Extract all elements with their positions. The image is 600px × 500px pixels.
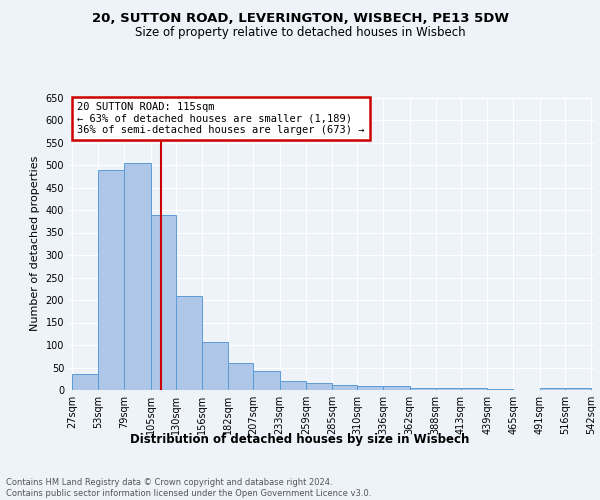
Bar <box>253 371 280 390</box>
Text: Distribution of detached houses by size in Wisbech: Distribution of detached houses by size … <box>130 432 470 446</box>
Bar <box>565 388 591 390</box>
Bar <box>357 386 383 390</box>
Y-axis label: Number of detached properties: Number of detached properties <box>30 156 40 332</box>
Bar <box>306 383 332 390</box>
Text: 20 SUTTON ROAD: 115sqm
← 63% of detached houses are smaller (1,189)
36% of semi-: 20 SUTTON ROAD: 115sqm ← 63% of detached… <box>77 102 364 135</box>
Bar <box>202 342 228 390</box>
Bar <box>332 384 357 390</box>
Bar <box>98 170 124 390</box>
Text: Contains HM Land Registry data © Crown copyright and database right 2024.
Contai: Contains HM Land Registry data © Crown c… <box>6 478 371 498</box>
Bar <box>487 389 514 390</box>
Bar <box>72 374 98 390</box>
Bar <box>461 388 487 390</box>
Bar <box>280 380 306 390</box>
Bar <box>124 163 151 390</box>
Text: 20, SUTTON ROAD, LEVERINGTON, WISBECH, PE13 5DW: 20, SUTTON ROAD, LEVERINGTON, WISBECH, P… <box>91 12 509 26</box>
Bar <box>228 363 253 390</box>
Bar <box>383 386 410 390</box>
Bar <box>436 388 461 390</box>
Bar <box>539 388 565 390</box>
Text: Size of property relative to detached houses in Wisbech: Size of property relative to detached ho… <box>134 26 466 39</box>
Bar <box>410 388 436 390</box>
Bar <box>176 296 202 390</box>
Bar <box>151 214 176 390</box>
